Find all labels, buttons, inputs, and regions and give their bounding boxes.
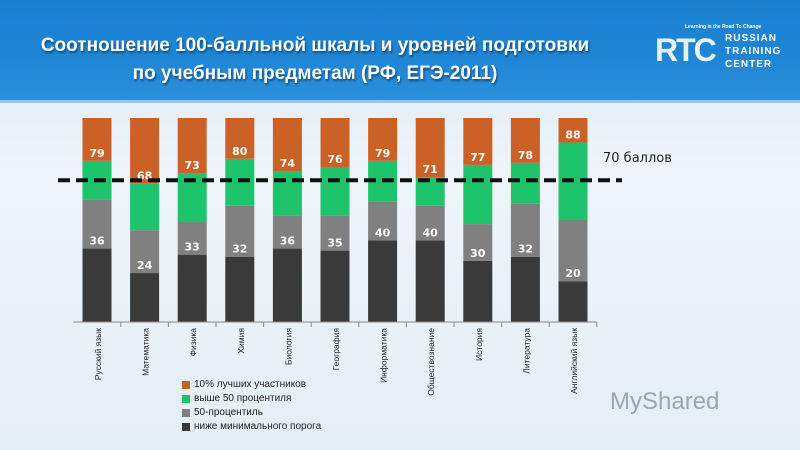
x-tick-label: Химия [236,328,246,354]
x-tick-label: Физика [188,328,198,357]
bar-segment-top-10-percent [463,118,493,165]
bar-segment-50-percentile [463,224,493,261]
legend-item: 50-процентиль [182,406,321,420]
logo-tagline: Learning is the Road To Change [685,24,762,30]
legend-label: 50-процентиль [194,407,263,418]
legend-swatch [182,423,190,431]
bar-segment-50-percentile [415,205,445,241]
x-tick-label: Математика [141,328,151,376]
bar-segment-below-minimum [130,273,160,322]
bar-segment-above-50-percentile [130,183,160,231]
legend-label: ниже минимального порога [194,421,322,432]
bar-segment-50-percentile [130,230,160,274]
bar-segment-50-percentile [177,222,207,255]
legend-item: ниже минимального порога [182,420,321,434]
data-label-high: 79 [375,147,390,160]
logo-letters: RTC [655,32,717,68]
rtc-logo: Learning is the Road To Change RTC RUSSI… [655,24,795,80]
bar-segment-top-10-percent [130,118,160,184]
bar-segment-top-10-percent [415,118,445,178]
legend-swatch [182,381,190,389]
legend-item: выше 50 процентиля [182,392,321,406]
data-label-high: 73 [185,159,200,172]
threshold-label: 70 баллов [603,151,672,166]
watermark: MyShared [610,388,720,415]
bar-segment-top-10-percent [177,118,207,174]
bar-segment-above-50-percentile [272,171,302,216]
bar-segment-above-50-percentile [510,162,540,204]
bar-segment-below-minimum [225,256,255,322]
logo-line-2: TRAINING [725,46,782,57]
bar-segment-top-10-percent [510,118,540,163]
bar-segment-below-minimum [368,240,398,322]
data-label-low: 20 [565,267,581,280]
bar-segment-50-percentile [510,203,540,257]
data-label-low: 33 [185,241,200,254]
bar-segment-50-percentile [272,215,302,249]
title-line-2: по учебным предметам (РФ, ЕГЭ-2011) [132,63,498,84]
bar-segment-50-percentile [368,201,398,241]
legend-item: 10% лучших участников [182,378,321,392]
x-tick-label: Биология [283,328,293,365]
legend-label: 10% лучших участников [194,379,307,390]
data-label-high: 77 [470,151,485,164]
x-tick-label: История [474,328,484,361]
data-label-low: 40 [423,226,439,239]
bar-segment-below-minimum [558,281,588,322]
bar-segment-below-minimum [463,260,493,322]
data-label-high: 74 [280,157,296,170]
header-banner: Соотношение 100-балльной шкалы и уровней… [0,0,800,103]
bar-segment-top-10-percent [368,118,398,161]
data-label-high: 88 [565,128,580,141]
bar-segment-below-minimum [415,240,445,322]
x-tick-label: Информатика [379,328,389,383]
data-label-low: 32 [232,243,247,256]
bar-segment-50-percentile [82,199,112,249]
data-label-low: 40 [375,226,391,239]
data-label-high: 80 [232,145,248,158]
logo-line-1: RUSSIAN [725,33,778,44]
bar-segment-top-10-percent [225,118,255,159]
logo-line-3: CENTER [725,59,773,70]
bar-segment-above-50-percentile [320,166,350,216]
bar-segment-top-10-percent [320,118,350,167]
title-line-1: Соотношение 100-балльной шкалы и уровней… [40,35,590,56]
x-tick-label: География [331,328,341,371]
bar-segment-below-minimum [177,254,207,322]
data-label-high: 76 [327,153,343,166]
data-label-high: 71 [423,163,438,176]
data-label-low: 36 [280,235,296,248]
data-label-high: 79 [89,147,104,160]
bar-segment-above-50-percentile [225,158,255,206]
bar-segment-below-minimum [510,256,540,322]
bar-segment-below-minimum [82,248,112,322]
x-tick-label: Русский язык [93,328,103,381]
bar-segment-50-percentile [225,205,255,257]
legend-swatch [182,409,190,417]
bar-segment-below-minimum [320,250,350,322]
bar-segment-top-10-percent [272,118,302,172]
legend: 10% лучших участников выше 50 процентиля… [182,378,321,434]
legend-label: выше 50 процентиля [194,393,292,404]
legend-swatch [182,395,190,403]
data-label-low: 30 [470,247,486,260]
x-tick-label: Литература [521,328,531,374]
data-label-low: 32 [518,243,533,256]
bar-segment-top-10-percent [82,118,112,161]
bar-segment-top-10-percent [558,118,588,143]
bar-segment-below-minimum [272,248,302,322]
data-label-low: 35 [327,237,342,250]
x-tick-label: Обществознание [426,328,436,396]
bar-segment-above-50-percentile [463,164,493,225]
data-label-high: 78 [518,149,533,162]
bar-segment-50-percentile [558,220,588,282]
data-label-low: 36 [89,235,105,248]
x-tick-label: Английский язык [569,328,579,394]
bar-segment-50-percentile [320,215,350,251]
data-label-low: 24 [137,259,153,272]
